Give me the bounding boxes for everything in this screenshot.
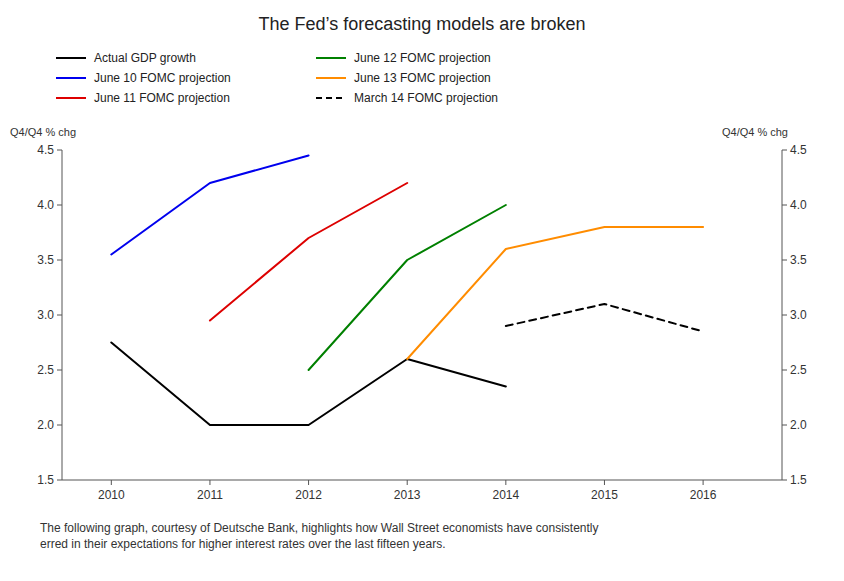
y-tick-label: 3.5 [37,253,54,267]
y-tick [57,315,62,316]
y2-tick [782,315,787,316]
x-axis-line [62,480,782,481]
legend-swatch [316,57,346,59]
y-tick [57,425,62,426]
legend-item: June 12 FOMC projection [316,51,491,65]
y-tick-label: 4.5 [37,143,54,157]
y2-tick [782,260,787,261]
x-tick-label: 2016 [690,488,717,502]
series-line [506,304,703,332]
series-line [309,205,506,370]
y-axis-label: Q4/Q4 % chg [10,126,76,138]
y2-tick-label: 2.5 [790,363,807,377]
legend-swatch [56,97,86,99]
legend-item: June 10 FOMC projection [56,71,231,85]
legend-label: June 10 FOMC projection [94,71,231,85]
y2-tick-label: 4.0 [790,198,807,212]
y2-tick [782,480,787,481]
y2-tick [782,370,787,371]
legend-swatch [56,77,86,79]
y2-tick [782,205,787,206]
footnote: The following graph, courtesy of Deutsch… [40,521,599,551]
x-tick-label: 2015 [591,488,618,502]
x-tick-label: 2012 [295,488,322,502]
y2-tick-label: 2.0 [790,418,807,432]
legend-label: June 12 FOMC projection [354,51,491,65]
title: The Fed’s forecasting models are broken [259,14,586,34]
y-tick [57,370,62,371]
y-tick-label: 2.5 [37,363,54,377]
legend-swatch [316,77,346,79]
x-tick-label: 2013 [394,488,421,502]
y2-tick [782,150,787,151]
background [0,0,844,581]
series-line [111,343,506,426]
plot-area [111,156,703,426]
x-tick [209,480,210,485]
y2-tick-label: 3.5 [790,253,807,267]
legend-label: June 13 FOMC projection [354,71,491,85]
series-line [210,183,407,321]
footnote-line: The following graph, courtesy of Deutsch… [40,521,599,535]
y2-axis-label: Q4/Q4 % chg [722,126,788,138]
y-tick [57,260,62,261]
series-line [111,156,308,255]
x-tick-label: 2014 [492,488,519,502]
y2-tick-label: 4.5 [790,143,807,157]
legend-label: Actual GDP growth [94,51,196,65]
x-tick [703,480,704,485]
y-tick [57,150,62,151]
x-tick [407,480,408,485]
legend-swatch [56,57,86,59]
y2-tick-label: 1.5 [790,473,807,487]
footnote-line: erred in their expectations for higher i… [40,537,446,551]
y-tick-label: 2.0 [37,418,54,432]
x-tick [111,480,112,485]
legend-item: March 14 FOMC projection [316,91,498,105]
x-tick [308,480,309,485]
x-tick-label: 2011 [197,488,223,502]
x-tick-label: 2010 [98,488,125,502]
chart: The Fed’s forecasting models are broken A… [0,0,844,581]
legend-swatch [316,97,346,99]
y-tick-label: 3.0 [37,308,54,322]
x-tick [505,480,506,485]
y-tick [57,205,62,206]
axes: 2010 2011 2012 2013 2014 2015 2016 1.5 2.0 2.5 3.0… [37,143,807,502]
legend-item: June 13 FOMC projection [316,71,491,85]
y-tick [57,480,62,481]
legend-label: March 14 FOMC projection [354,91,498,105]
series-line [407,227,703,359]
legend-label: June 11 FOMC projection [94,91,230,105]
x-tick [604,480,605,485]
legend: Actual GDP growth June 10 FOMC projection… [56,51,498,105]
y-tick-label: 1.5 [37,473,54,487]
y2-tick-label: 3.0 [790,308,807,322]
y2-tick [782,425,787,426]
legend-item: June 11 FOMC projection [56,91,230,105]
legend-item: Actual GDP growth [56,51,196,65]
y-tick-label: 4.0 [37,198,54,212]
